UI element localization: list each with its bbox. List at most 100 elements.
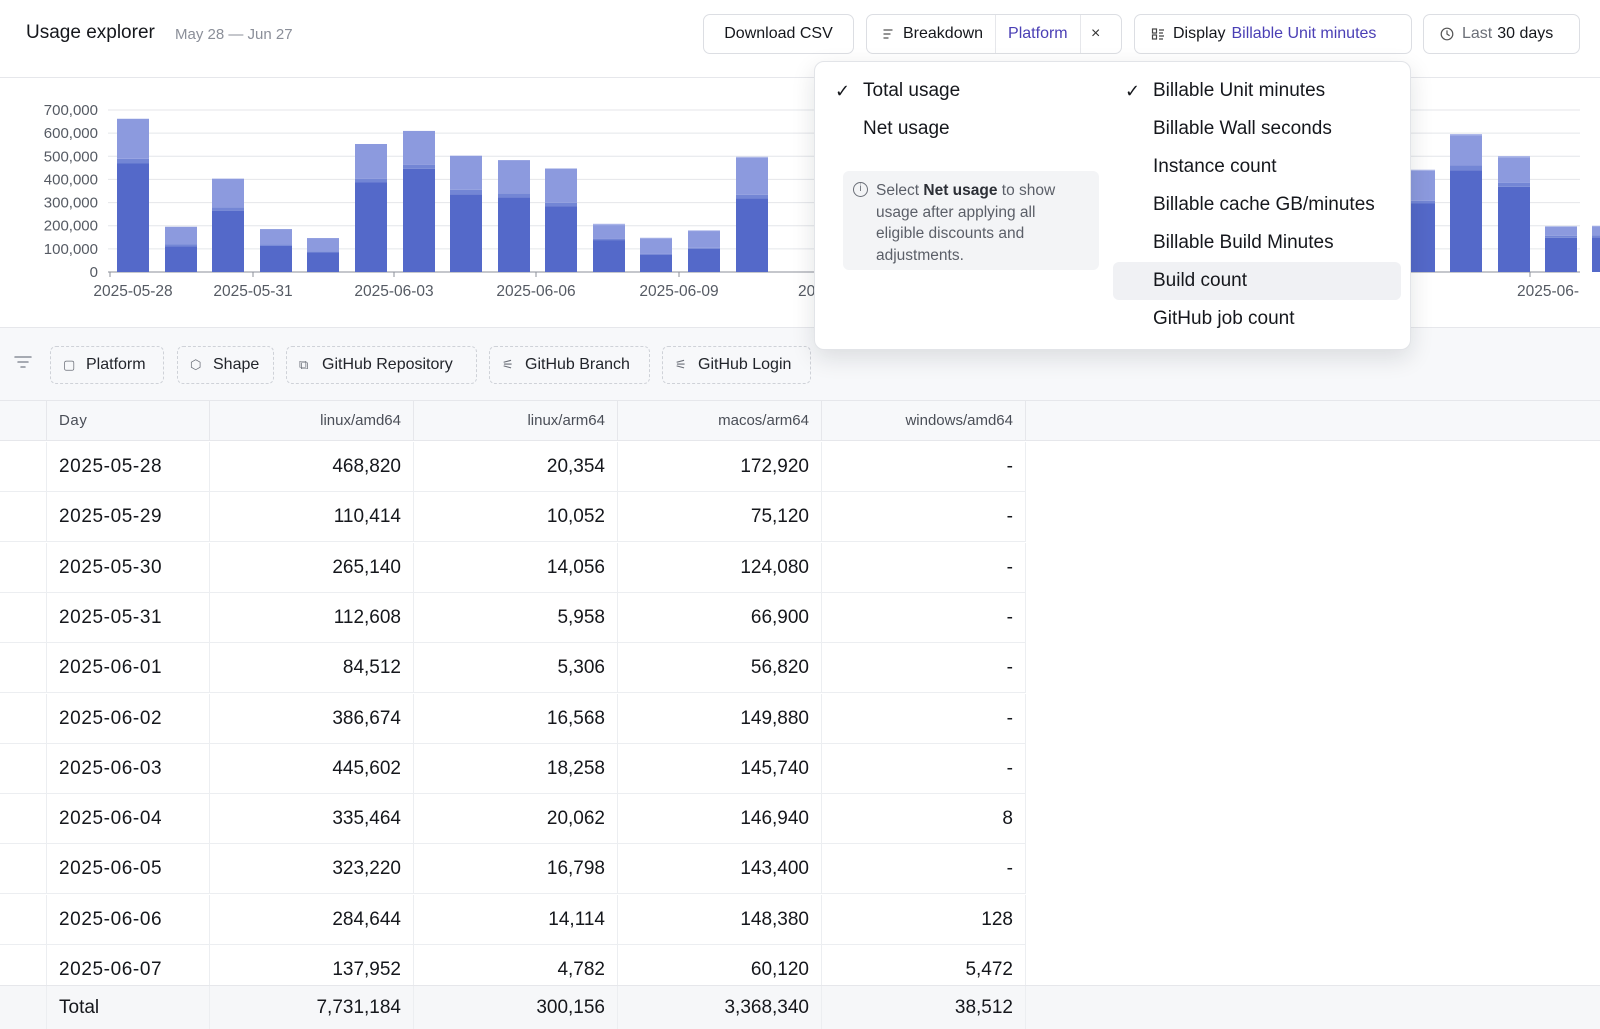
filter-chip-platform[interactable]: ▢ Platform xyxy=(50,346,164,384)
table-row[interactable]: 2025-06-03 445,602 18,258 145,740- xyxy=(0,743,1026,794)
download-csv-button[interactable]: Download CSV xyxy=(703,14,854,54)
page-title: Usage explorer xyxy=(26,22,155,43)
cell-day: 2025-06-03 xyxy=(47,743,210,794)
unit-option-billable-cache-gb-minutes[interactable]: Billable cache GB/minutes xyxy=(1113,186,1401,224)
bar-segment-linux-amd64 xyxy=(1592,237,1600,272)
unit-option-build-count[interactable]: Build count xyxy=(1113,262,1401,300)
period-button[interactable]: Last 30 days xyxy=(1423,14,1580,54)
filter-chip-label: GitHub Branch xyxy=(525,356,630,373)
unit-option-github-job-count[interactable]: GitHub job count xyxy=(1113,300,1401,338)
breakdown-value-button[interactable]: Platform xyxy=(996,15,1081,53)
cell-windows-amd64: - xyxy=(822,542,1026,593)
filter-chip-github-repository[interactable]: ⧉ GitHub Repository xyxy=(286,346,477,384)
display-label: Display xyxy=(1173,25,1226,42)
bar-segment-macos-arm64 xyxy=(165,226,197,245)
x-tick-label: 2025-05-28 xyxy=(93,283,172,300)
table-row[interactable]: 2025-05-29 110,414 10,052 75,120- xyxy=(0,492,1026,543)
bar-segment-macos-arm64 xyxy=(498,160,530,194)
table-row[interactable]: 2025-06-07 137,952 4,782 60,120 5,472 xyxy=(0,945,1026,995)
y-tick-label: 500,000 xyxy=(44,148,98,165)
info-text-post: to show usage after applying all eligibl… xyxy=(876,182,1056,264)
cell-macos-arm64: 145,740 xyxy=(618,743,822,794)
column-header-linux-arm64[interactable]: linux/arm64 xyxy=(414,401,618,441)
repo-icon: ⧉ xyxy=(299,357,309,372)
cell-linux-amd64: 468,820 xyxy=(210,442,414,492)
unit-option-billable-unit-minutes[interactable]: ✓ Billable Unit minutes xyxy=(1113,72,1401,110)
display-icon xyxy=(1151,28,1164,40)
table-header: Day linux/amd64 linux/arm64 macos/arm64 … xyxy=(0,401,1600,441)
x-tick-label: 2025-06- xyxy=(1517,283,1579,300)
bar-segment-linux-arm64 xyxy=(403,164,435,169)
cell-macos-arm64: 56,820 xyxy=(618,643,822,694)
bar-segment-macos-arm64 xyxy=(688,231,720,248)
cell-day: 2025-06-02 xyxy=(47,693,210,744)
row-spacer xyxy=(0,743,47,794)
bar-segment-macos-arm64 xyxy=(212,178,244,208)
metric-option-net-usage[interactable]: Net usage xyxy=(823,110,1083,148)
clear-breakdown-button[interactable]: × xyxy=(1081,15,1111,53)
bar-segment-linux-amd64 xyxy=(307,252,339,272)
filter-icon[interactable] xyxy=(14,355,32,369)
column-header-day[interactable]: Day xyxy=(47,401,210,441)
table-row[interactable]: 2025-06-01 84,512 5,306 56,820- xyxy=(0,643,1026,694)
bar-segment-linux-amd64 xyxy=(212,210,244,272)
option-label: Billable Wall seconds xyxy=(1153,118,1332,139)
y-tick-label: 300,000 xyxy=(44,195,98,212)
clock-icon xyxy=(1440,27,1454,41)
column-header-macos-arm64[interactable]: macos/arm64 xyxy=(618,401,822,441)
option-label: Total usage xyxy=(863,80,961,101)
option-label: Build count xyxy=(1153,270,1248,291)
row-spacer xyxy=(0,844,47,895)
bar-segment-linux-arm64 xyxy=(260,244,292,246)
filter-chip-shape[interactable]: ⬡ Shape xyxy=(177,346,274,384)
table-row[interactable]: 2025-06-05 323,220 16,798 143,400- xyxy=(0,844,1026,895)
display-value: Billable Unit minutes xyxy=(1231,25,1377,42)
row-spacer xyxy=(0,542,47,593)
bar-segment-macos-arm64 xyxy=(1498,157,1530,183)
filter-chip-github-branch[interactable]: ⚟ GitHub Branch xyxy=(489,346,650,384)
row-spacer xyxy=(0,693,47,744)
unit-option-instance-count[interactable]: Instance count xyxy=(1113,148,1401,186)
net-usage-info: i Select Net usage to show usage after a… xyxy=(843,171,1099,270)
bar-segment-macos-arm64 xyxy=(640,238,672,254)
unit-option-billable-wall-seconds[interactable]: Billable Wall seconds xyxy=(1113,110,1401,148)
table-row[interactable]: 2025-05-30 265,140 14,056 124,080- xyxy=(0,542,1026,593)
row-spacer xyxy=(0,643,47,694)
row-spacer xyxy=(0,794,47,845)
cell-day: 2025-06-01 xyxy=(47,643,210,694)
branch-icon: ⚟ xyxy=(502,357,514,372)
cell-macos-arm64: 149,880 xyxy=(618,693,822,744)
cell-windows-amd64: - xyxy=(822,844,1026,895)
y-tick-label: 400,000 xyxy=(44,171,98,188)
cell-macos-arm64: 146,940 xyxy=(618,794,822,845)
unit-option-billable-build-minutes[interactable]: Billable Build Minutes xyxy=(1113,224,1401,262)
display-dropdown-menu: ✓ Total usage Net usage i Select Net usage… xyxy=(814,61,1411,350)
table-row[interactable]: 2025-05-28 468,820 20,354 172,920- xyxy=(0,442,1026,492)
header-bar: Usage explorer May 28 — Jun 27 Download … xyxy=(0,0,1600,78)
table-row[interactable]: 2025-06-04 335,464 20,062 146,940 8 xyxy=(0,794,1026,845)
option-label: Billable cache GB/minutes xyxy=(1153,194,1375,215)
table-row[interactable]: 2025-06-06 284,644 14,114 148,380 128 xyxy=(0,894,1026,945)
bar-segment-linux-amd64 xyxy=(1545,237,1577,272)
table-row[interactable]: 2025-05-31 112,608 5,958 66,900- xyxy=(0,592,1026,643)
close-icon: × xyxy=(1090,25,1101,42)
bar-segment-windows-amd64 xyxy=(593,223,625,226)
total-linux-amd64: 7,731,184 xyxy=(210,986,414,1029)
cell-linux-arm64: 16,568 xyxy=(414,693,618,744)
cell-linux-arm64: 16,798 xyxy=(414,844,618,895)
cell-windows-amd64: - xyxy=(822,442,1026,492)
filter-chip-github-login[interactable]: ⚟ GitHub Login xyxy=(662,346,811,384)
metric-option-total-usage[interactable]: ✓ Total usage xyxy=(823,72,1083,110)
breakdown-button[interactable]: Breakdown xyxy=(867,15,997,53)
row-spacer xyxy=(0,442,47,492)
cell-windows-amd64: 8 xyxy=(822,794,1026,845)
bar-segment-windows-amd64 xyxy=(1403,169,1435,171)
bar-segment-linux-arm64 xyxy=(307,251,339,253)
total-windows-amd64: 38,512 xyxy=(822,986,1026,1029)
table-row[interactable]: 2025-06-02 386,674 16,568 149,880- xyxy=(0,693,1026,744)
column-header-windows-amd64[interactable]: windows/amd64 xyxy=(822,401,1026,441)
column-header-linux-amd64[interactable]: linux/amd64 xyxy=(210,401,414,441)
display-button[interactable]: Display Billable Unit minutes xyxy=(1134,14,1412,54)
cell-windows-amd64: 128 xyxy=(822,894,1026,945)
cell-day: 2025-05-29 xyxy=(47,492,210,543)
